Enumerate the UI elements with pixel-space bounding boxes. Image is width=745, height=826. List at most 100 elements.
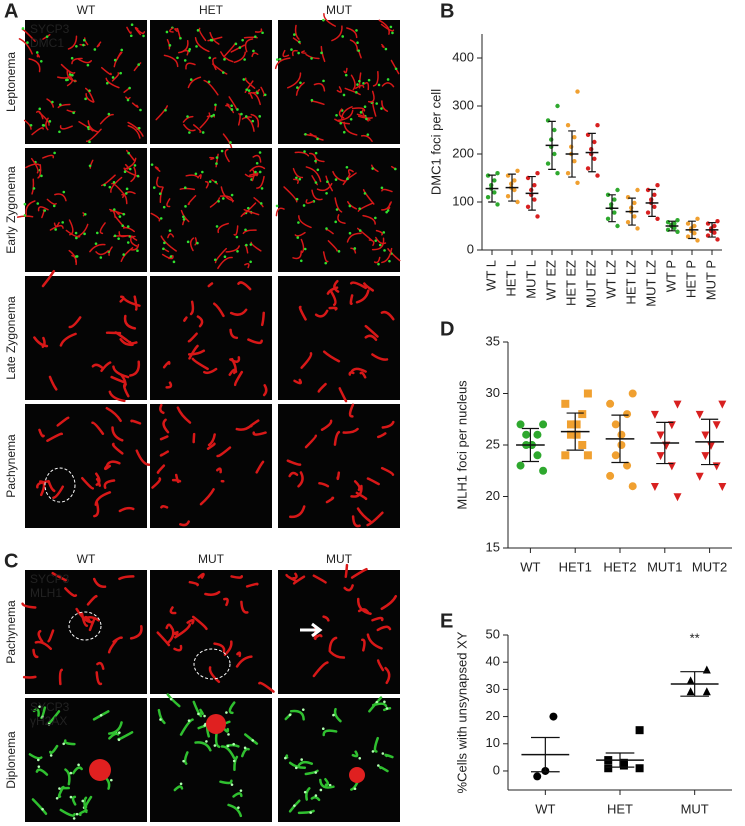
- chromosome: [46, 432, 64, 442]
- chromosome: [187, 195, 197, 206]
- focus: [339, 121, 343, 125]
- chromosome: [161, 253, 174, 260]
- focus: [239, 789, 243, 792]
- chromosome: [327, 240, 338, 252]
- chromosome: [160, 504, 169, 509]
- chromosome: [294, 24, 300, 40]
- chromosome: [25, 163, 41, 169]
- point: [533, 772, 542, 781]
- row-label: Pachynema: [4, 600, 18, 664]
- focus: [302, 204, 306, 207]
- chromosome: [127, 121, 144, 137]
- focus: [182, 218, 186, 221]
- chromosome: [18, 38, 33, 55]
- focus: [117, 738, 121, 742]
- chromosome: [368, 239, 375, 246]
- chromosome: [347, 169, 354, 175]
- chromosome: [334, 197, 343, 213]
- point: [645, 187, 651, 193]
- point: [512, 178, 517, 183]
- chromosome: [100, 361, 112, 373]
- chromosome: [343, 584, 354, 592]
- chromosome: [209, 31, 220, 45]
- chromosome: [213, 642, 226, 653]
- point: [535, 214, 540, 219]
- focus: [230, 783, 234, 786]
- chromosome: [31, 798, 48, 816]
- focus: [384, 47, 388, 51]
- y-tick-label: 15: [486, 539, 500, 554]
- chromosome: [173, 630, 179, 636]
- focus: [137, 126, 141, 130]
- chromosome: [131, 235, 138, 241]
- focus: [383, 249, 386, 252]
- chromosome: [230, 575, 243, 579]
- focus: [74, 255, 78, 258]
- focus: [122, 212, 126, 216]
- focus: [68, 73, 72, 76]
- chromosome: [126, 149, 136, 162]
- chromosome: [113, 51, 123, 68]
- chromosome: [224, 148, 230, 163]
- chromosome: [356, 597, 372, 616]
- row-label: Late Zygonema: [4, 296, 18, 380]
- stain-label: SYCP3: [30, 572, 70, 586]
- chromosome: [199, 112, 211, 129]
- error-bar: [528, 175, 536, 211]
- focus: [59, 103, 62, 106]
- chromosome: [179, 187, 196, 191]
- chromosome: [126, 26, 132, 34]
- chromosome: [336, 86, 343, 93]
- chromosome: [186, 618, 195, 625]
- focus: [356, 83, 359, 86]
- chromosome: [111, 442, 124, 455]
- chromosome: [163, 54, 179, 68]
- point: [628, 389, 637, 398]
- focus: [321, 727, 325, 731]
- focus: [334, 220, 337, 224]
- point: [535, 171, 540, 176]
- focus: [183, 59, 187, 62]
- chromosome: [275, 207, 285, 217]
- panel-label: C: [4, 550, 18, 572]
- focus: [188, 47, 192, 51]
- focus: [229, 141, 232, 144]
- focus: [356, 41, 359, 45]
- chromosome: [380, 23, 395, 32]
- focus: [113, 208, 116, 211]
- focus: [137, 63, 140, 66]
- focus: [215, 225, 219, 228]
- focus: [385, 707, 389, 710]
- chromosome: [227, 803, 243, 818]
- x-tick-label: HET P: [683, 260, 698, 298]
- chromosome: [311, 189, 323, 201]
- focus: [99, 713, 103, 717]
- point: [515, 199, 520, 205]
- chromosome: [85, 128, 102, 143]
- focus: [298, 177, 302, 181]
- focus: [179, 782, 183, 786]
- focus: [163, 241, 166, 245]
- chromosome: [375, 229, 384, 236]
- focus: [112, 181, 116, 184]
- point: [712, 230, 717, 235]
- chromosome: [249, 92, 261, 106]
- focus: [133, 164, 137, 167]
- chromosome: [381, 201, 392, 211]
- point: [583, 451, 592, 460]
- chromosome: [240, 600, 249, 614]
- focus: [375, 700, 379, 704]
- chromosome: [28, 58, 41, 73]
- chromosome: [360, 134, 373, 143]
- chromosome: [203, 367, 218, 375]
- chromosome: [75, 607, 93, 624]
- focus: [136, 174, 140, 178]
- focus: [182, 759, 185, 763]
- micrograph: [150, 148, 272, 272]
- chromosome: [220, 745, 236, 760]
- focus: [95, 231, 99, 235]
- chromosome: [192, 124, 202, 133]
- chromosome: [291, 572, 298, 580]
- focus: [293, 33, 296, 36]
- focus: [107, 112, 111, 116]
